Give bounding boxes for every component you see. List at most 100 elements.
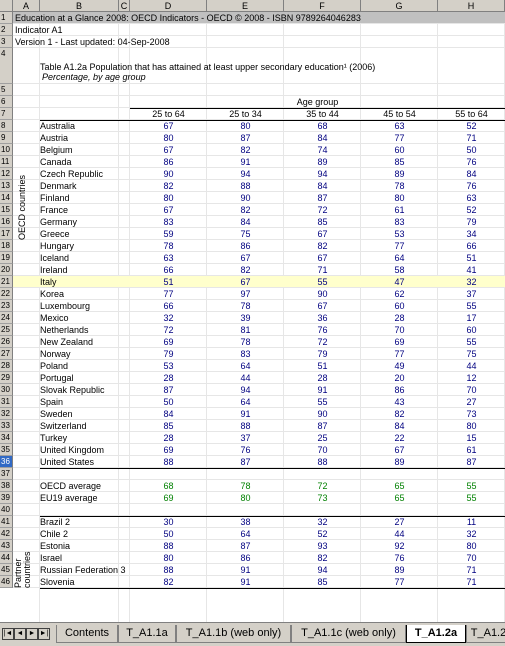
value-cell[interactable]: 82 <box>240 145 251 155</box>
value-cell[interactable]: 67 <box>394 445 405 455</box>
value-cell[interactable]: 28 <box>317 373 328 383</box>
column-header-B[interactable]: B <box>40 0 119 12</box>
value-cell[interactable]: 17 <box>466 313 477 323</box>
row-header-16[interactable]: 16 <box>0 216 13 228</box>
value-cell[interactable]: 67 <box>163 145 174 155</box>
value-cell[interactable]: 91 <box>240 565 251 575</box>
value-cell[interactable]: 87 <box>163 385 174 395</box>
sheet-tab[interactable]: T_A1.1c (web only) <box>291 625 406 643</box>
row-header-46[interactable]: 46 <box>0 576 13 588</box>
value-cell[interactable]: 91 <box>317 385 328 395</box>
value-cell[interactable]: 89 <box>317 157 328 167</box>
row-header-26[interactable]: 26 <box>0 336 13 348</box>
row-header-27[interactable]: 27 <box>0 348 13 360</box>
row-header-44[interactable]: 44 <box>0 552 13 564</box>
row-header-29[interactable]: 29 <box>0 372 13 384</box>
value-cell[interactable]: 82 <box>240 265 251 275</box>
value-cell[interactable]: 44 <box>466 361 477 371</box>
value-cell[interactable]: 32 <box>466 277 477 287</box>
value-cell[interactable]: 71 <box>466 133 477 143</box>
row-header-39[interactable]: 39 <box>0 492 13 504</box>
value-cell[interactable]: 80 <box>163 133 174 143</box>
value-cell[interactable]: 97 <box>240 289 251 299</box>
value-cell[interactable]: 80 <box>240 493 251 503</box>
row-header-25[interactable]: 25 <box>0 324 13 336</box>
value-cell[interactable]: 60 <box>394 301 405 311</box>
value-cell[interactable]: 82 <box>317 553 328 563</box>
value-cell[interactable]: 67 <box>317 229 328 239</box>
value-cell[interactable]: 82 <box>317 241 328 251</box>
value-cell[interactable]: 87 <box>240 541 251 551</box>
value-cell[interactable]: 52 <box>466 205 477 215</box>
value-cell[interactable]: 76 <box>466 181 477 191</box>
value-cell[interactable]: 70 <box>317 445 328 455</box>
value-cell[interactable]: 78 <box>240 337 251 347</box>
value-cell[interactable]: 69 <box>163 445 174 455</box>
value-cell[interactable]: 37 <box>466 289 477 299</box>
value-cell[interactable]: 88 <box>163 541 174 551</box>
value-cell[interactable]: 94 <box>317 169 328 179</box>
value-cell[interactable]: 77 <box>394 133 405 143</box>
value-cell[interactable]: 55 <box>466 481 477 491</box>
value-cell[interactable]: 94 <box>240 169 251 179</box>
value-cell[interactable]: 86 <box>240 553 251 563</box>
value-cell[interactable]: 72 <box>317 205 328 215</box>
value-cell[interactable]: 27 <box>394 517 405 527</box>
row-header-21[interactable]: 21 <box>0 276 13 288</box>
row-header-17[interactable]: 17 <box>0 228 13 240</box>
value-cell[interactable]: 80 <box>163 553 174 563</box>
value-cell[interactable]: 72 <box>317 481 328 491</box>
tab-nav-button[interactable]: ◄ <box>14 628 26 640</box>
row-header-28[interactable]: 28 <box>0 360 13 372</box>
value-cell[interactable]: 61 <box>394 205 405 215</box>
row-header-5[interactable]: 5 <box>0 84 13 96</box>
value-cell[interactable]: 88 <box>317 457 328 467</box>
value-cell[interactable]: 84 <box>466 169 477 179</box>
value-cell[interactable]: 77 <box>394 577 405 587</box>
value-cell[interactable]: 73 <box>317 493 328 503</box>
value-cell[interactable]: 82 <box>163 181 174 191</box>
column-header-E[interactable]: E <box>207 0 284 12</box>
value-cell[interactable]: 20 <box>394 373 405 383</box>
value-cell[interactable]: 66 <box>163 265 174 275</box>
spreadsheet-grid[interactable]: A B C D E F G H 1 Education at a Glance 2008: OEC… <box>0 0 505 622</box>
value-cell[interactable]: 88 <box>163 457 174 467</box>
value-cell[interactable]: 90 <box>240 193 251 203</box>
row-header-24[interactable]: 24 <box>0 312 13 324</box>
value-cell[interactable]: 90 <box>317 409 328 419</box>
value-cell[interactable]: 55 <box>317 277 328 287</box>
value-cell[interactable]: 82 <box>394 409 405 419</box>
row-header-13[interactable]: 13 <box>0 180 13 192</box>
row-header-36[interactable]: 36 <box>0 456 13 468</box>
value-cell[interactable]: 72 <box>317 337 328 347</box>
value-cell[interactable]: 71 <box>466 577 477 587</box>
row-header-20[interactable]: 20 <box>0 264 13 276</box>
value-cell[interactable]: 88 <box>240 181 251 191</box>
value-cell[interactable]: 82 <box>240 205 251 215</box>
row-header-30[interactable]: 30 <box>0 384 13 396</box>
value-cell[interactable]: 67 <box>163 121 174 131</box>
row-header-43[interactable]: 43 <box>0 540 13 552</box>
value-cell[interactable]: 93 <box>317 541 328 551</box>
value-cell[interactable]: 63 <box>466 193 477 203</box>
value-cell[interactable]: 58 <box>394 265 405 275</box>
value-cell[interactable]: 32 <box>466 529 477 539</box>
value-cell[interactable]: 64 <box>240 361 251 371</box>
value-cell[interactable]: 52 <box>466 121 477 131</box>
value-cell[interactable]: 67 <box>240 277 251 287</box>
value-cell[interactable]: 55 <box>317 397 328 407</box>
value-cell[interactable]: 69 <box>163 493 174 503</box>
row-header-8[interactable]: 8 <box>0 120 13 132</box>
value-cell[interactable]: 44 <box>240 373 251 383</box>
value-cell[interactable]: 34 <box>466 229 477 239</box>
value-cell[interactable]: 88 <box>240 421 251 431</box>
value-cell[interactable]: 77 <box>163 289 174 299</box>
value-cell[interactable]: 94 <box>317 565 328 575</box>
sheet-tab[interactable]: T_A1.2 <box>466 625 505 643</box>
value-cell[interactable]: 85 <box>317 217 328 227</box>
column-header-F[interactable]: F <box>284 0 361 12</box>
value-cell[interactable]: 84 <box>317 181 328 191</box>
value-cell[interactable]: 73 <box>466 409 477 419</box>
tab-nav-button[interactable]: ► <box>26 628 38 640</box>
value-cell[interactable]: 69 <box>394 337 405 347</box>
